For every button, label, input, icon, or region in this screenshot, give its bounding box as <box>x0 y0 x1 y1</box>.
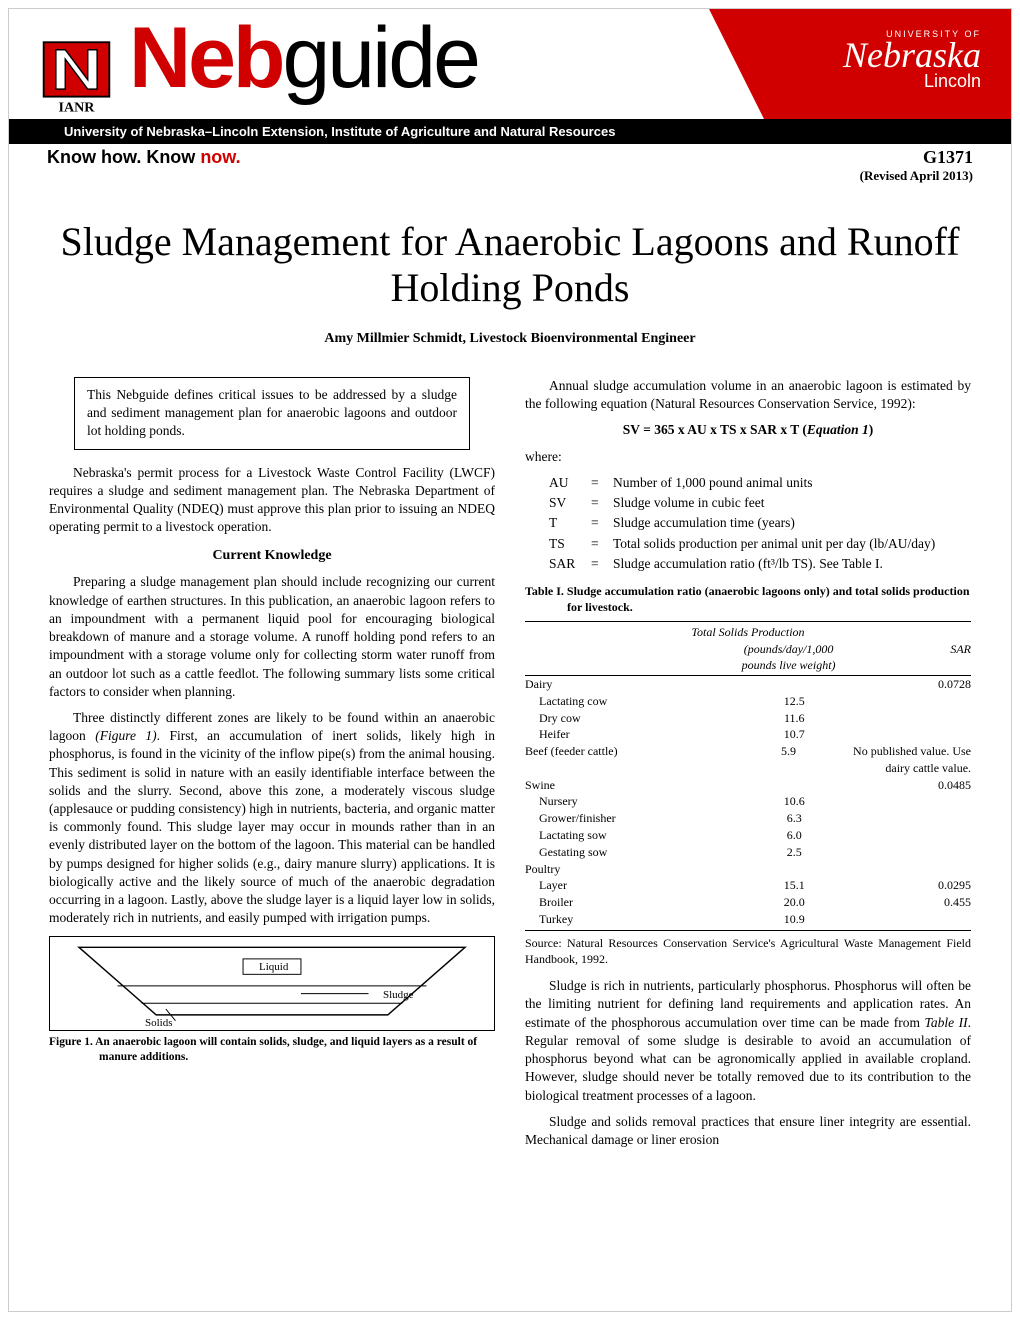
table-head1: Total Solids Production <box>525 621 971 640</box>
doc-id-block: G1371 (Revised April 2013) <box>860 147 973 184</box>
table-row: Gestating sow2.5 <box>525 844 971 861</box>
page-border: IANR Nebguide UNIVERSITY OF Nebraska Lin… <box>8 8 1012 1312</box>
abstract-box: This Nebguide defines critical issues to… <box>74 377 470 450</box>
variable-row: SAR=Sludge accumulation ratio (ft³/lb TS… <box>549 555 971 573</box>
variable-row: SV=Sludge volume in cubic feet <box>549 494 971 512</box>
figure-1-diagram: Liquid Sludge Solids <box>49 936 495 1031</box>
paragraph: Annual sludge accumulation volume in an … <box>525 377 971 413</box>
table-1-caption: Table I. Sludge accumulation ratio (anae… <box>525 583 971 615</box>
variable-row: TS=Total solids production per animal un… <box>549 535 971 553</box>
revision-date: (Revised April 2013) <box>860 168 973 184</box>
fig-label-solids: Solids <box>145 1016 173 1031</box>
table-row: Beef (feeder cattle)5.9No published valu… <box>525 743 971 777</box>
variable-list: AU=Number of 1,000 pound animal units SV=… <box>549 474 971 573</box>
right-column: Annual sludge accumulation volume in an … <box>525 377 971 1157</box>
table-row: Grower/finisher6.3 <box>525 810 971 827</box>
table-source: Source: Natural Resources Conservation S… <box>525 935 971 967</box>
left-column: This Nebguide defines critical issues to… <box>49 377 495 1157</box>
fig-label-sludge: Sludge <box>383 988 414 1003</box>
table-row: Lactating cow12.5 <box>525 693 971 710</box>
doc-number: G1371 <box>860 147 973 168</box>
guide-text: guide <box>282 10 477 106</box>
nebraska-n-logo: IANR <box>39 31 114 120</box>
paragraph: Three distinctly different zones are lik… <box>49 709 495 928</box>
table-row: Nursery10.6 <box>525 793 971 810</box>
section-heading: Current Knowledge <box>49 547 495 566</box>
table-row: Swine0.0485 <box>525 777 971 794</box>
equation-1: SV = 365 x AU x TS x SAR x T (Equation 1… <box>525 421 971 439</box>
know-row: Know how. Know now. G1371 (Revised April… <box>47 147 973 168</box>
table-row: Layer15.10.0295 <box>525 877 971 894</box>
unl-logo: UNIVERSITY OF Nebraska Lincoln <box>843 29 981 92</box>
paragraph: Sludge is rich in nutrients, particularl… <box>525 977 971 1105</box>
table-body: Dairy0.0728Lactating cow12.5Dry cow11.6H… <box>525 676 971 931</box>
table-row: Broiler20.00.455 <box>525 894 971 911</box>
neb-text: Neb <box>129 10 282 106</box>
header: IANR Nebguide UNIVERSITY OF Nebraska Lin… <box>9 9 1011 144</box>
unl-mid: Nebraska <box>843 39 981 71</box>
variable-row: AU=Number of 1,000 pound animal units <box>549 474 971 492</box>
page-title: Sludge Management for Anaerobic Lagoons … <box>9 219 1011 311</box>
intro-paragraph: Nebraska's permit process for a Livestoc… <box>49 464 495 537</box>
paragraph: Sludge and solids removal practices that… <box>525 1113 971 1149</box>
know-how-text: Know how. Know now. <box>47 147 241 167</box>
table-row: Lactating sow6.0 <box>525 827 971 844</box>
table-row: Heifer10.7 <box>525 726 971 743</box>
fig-label-liquid: Liquid <box>259 960 288 975</box>
where-label: where: <box>525 448 971 466</box>
nebguide-wordmark: Nebguide <box>129 9 478 108</box>
paragraph: Preparing a sludge management plan shoul… <box>49 573 495 701</box>
table-head2: (pounds/day/1,000 pounds live weight) SA… <box>525 641 971 676</box>
author: Amy Millmier Schmidt, Livestock Bioenvir… <box>9 331 1011 347</box>
variable-row: T=Sludge accumulation time (years) <box>549 514 971 532</box>
content-columns: This Nebguide defines critical issues to… <box>49 377 971 1157</box>
table-row: Turkey10.9 <box>525 911 971 931</box>
svg-text:IANR: IANR <box>59 100 96 116</box>
department-bar: University of Nebraska–Lincoln Extension… <box>9 119 1011 144</box>
table-row: Dairy0.0728 <box>525 676 971 693</box>
figure-1-caption: Figure 1. An anaerobic lagoon will conta… <box>49 1035 495 1066</box>
table-row: Dry cow11.6 <box>525 710 971 727</box>
table-row: Poultry <box>525 861 971 878</box>
